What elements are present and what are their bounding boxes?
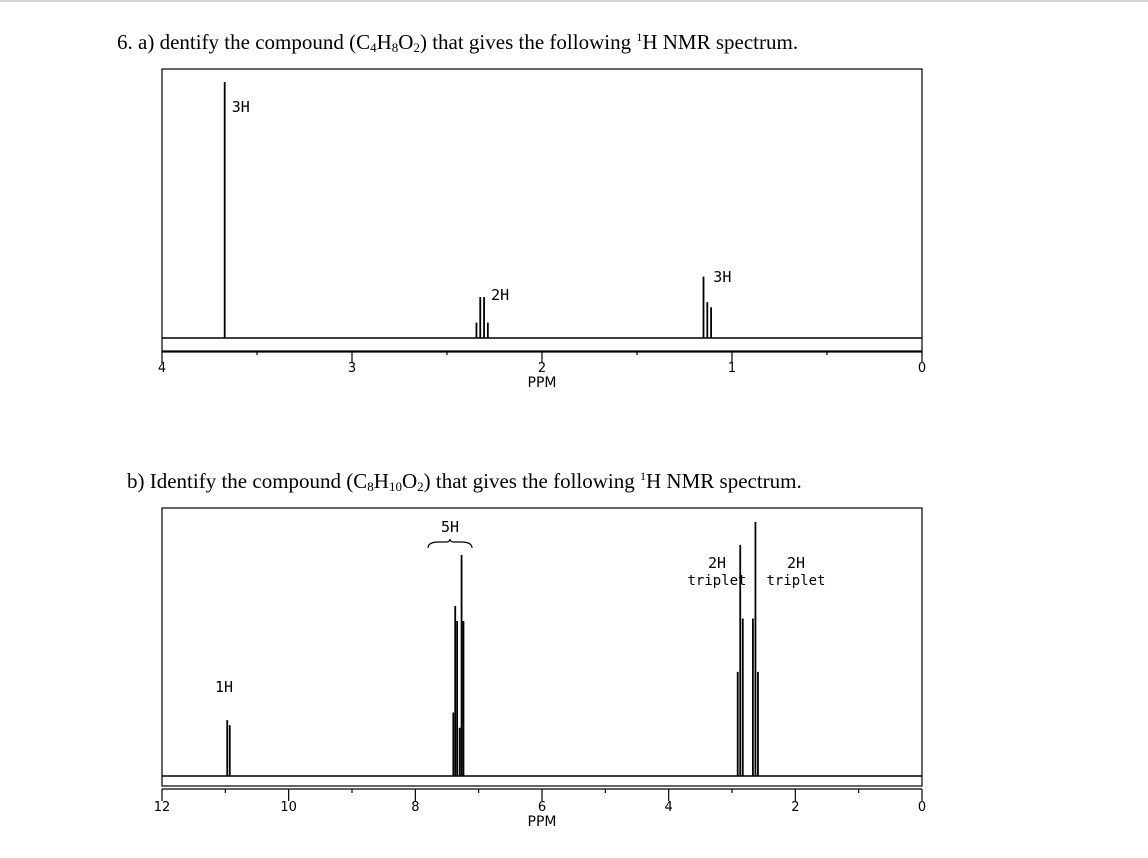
plot-frame: [161, 507, 923, 787]
plot-frame: [161, 68, 923, 353]
top-divider: [0, 0, 1148, 2]
x-tick-label: 12: [154, 800, 171, 815]
x-axis-title: PPM: [528, 375, 557, 391]
x-tick-label: 6: [538, 800, 546, 815]
x-tick-label: 8: [411, 800, 419, 815]
x-tick-label: 2: [538, 361, 546, 376]
integration-label: 2H: [708, 554, 726, 572]
x-tick-label: 4: [158, 361, 166, 376]
multiplicity-label: triplet: [766, 573, 825, 589]
x-tick-label: 1: [728, 361, 736, 376]
multiplet-brace: [427, 538, 473, 549]
integration-label: 2H: [491, 286, 509, 304]
integration-label: 2H: [787, 554, 805, 572]
integration-label: 5H: [441, 518, 459, 536]
integration-label: 3H: [713, 268, 731, 286]
x-tick-label: 0: [918, 800, 926, 815]
question-a-text: 6. a) dentify the compound (C4H8O2) that…: [117, 30, 799, 55]
integration-label: 1H: [215, 678, 233, 696]
x-axis-title: PPM: [528, 814, 557, 830]
x-tick-label: 10: [280, 800, 297, 815]
x-tick-label: 3: [348, 361, 356, 376]
multiplicity-label: triplet: [687, 573, 746, 589]
integration-label: 3H: [232, 98, 250, 116]
nmr-spectrum-a: 4 3 2 1 0 PPM 3H 2H 3H: [158, 68, 926, 391]
x-tick-label: 4: [665, 800, 673, 815]
x-tick-label: 0: [918, 361, 926, 376]
question-b-text: b) Identify the compound (C8H10O2) that …: [127, 469, 802, 494]
x-tick-label: 2: [791, 800, 799, 815]
